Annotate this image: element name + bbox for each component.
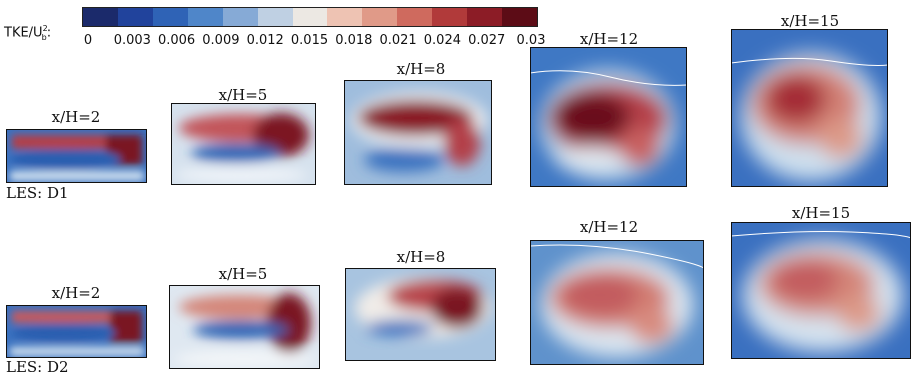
- contour-d2-x15: [731, 222, 911, 359]
- colorbar-tick-label: 0.003: [113, 33, 151, 48]
- colorbar-tick-label: 0: [83, 33, 93, 48]
- colorbar-swatch: [187, 8, 223, 26]
- colorbar-swatch: [83, 8, 118, 26]
- colorbar-tick-label: 0.009: [202, 33, 240, 48]
- colorbar-tick-label: 0.021: [379, 33, 417, 48]
- colorbar-swatch: [362, 8, 398, 26]
- contour-d1-x15: [731, 29, 888, 187]
- colorbar-swatch: [432, 8, 468, 26]
- contour-d2-x2: [6, 305, 147, 358]
- panel-label-d2-x5: x/H=5: [218, 265, 268, 283]
- colorbar-swatch: [292, 8, 328, 26]
- colorbar-swatch: [502, 8, 537, 26]
- panel-label-d2-x8: x/H=8: [396, 248, 446, 266]
- colorbar-swatch: [397, 8, 433, 26]
- panel-label-d1-x2: x/H=2: [51, 108, 101, 126]
- colorbar-tick-label: 0.024: [423, 33, 461, 48]
- colorbar-tick-label: 0.006: [157, 33, 196, 48]
- colorbar-gradient: [82, 7, 538, 27]
- contour-d1-x2: [6, 129, 147, 183]
- panel-label-d1-x5: x/H=5: [218, 86, 268, 104]
- colorbar-swatch: [467, 8, 503, 26]
- contour-d1-x12: [530, 47, 687, 187]
- row-label-d1: LES: D1: [6, 184, 69, 202]
- colorbar-swatch: [152, 8, 188, 26]
- contour-d2-x12: [530, 240, 704, 365]
- panel-label-d2-x12: x/H=12: [579, 218, 639, 236]
- colorbar: TKE/U2b: 0 0.003 0.006 0.009 0.012 0.015 0.018…: [0, 0, 913, 60]
- colorbar-swatch: [327, 8, 363, 26]
- contour-d2-x5: [169, 285, 320, 369]
- panel-label-d1-x12: x/H=12: [579, 30, 639, 48]
- panel-label-d2-x2: x/H=2: [51, 284, 101, 302]
- colorbar-swatch: [117, 8, 153, 26]
- colorbar-tick-label: 0.018: [335, 33, 373, 48]
- panel-label-d1-x8: x/H=8: [396, 60, 446, 78]
- colorbar-tick-label: 0.027: [468, 33, 506, 48]
- colorbar-tick-label: 0.015: [290, 33, 329, 48]
- colorbar-tick-label: 0.012: [246, 33, 284, 48]
- colorbar-title: TKE/U2b:: [4, 24, 52, 42]
- colorbar-swatch: [222, 8, 258, 26]
- panel-label-d2-x15: x/H=15: [791, 204, 851, 222]
- colorbar-swatch: [257, 8, 293, 26]
- colorbar-tick-label: 0.03: [516, 33, 546, 48]
- contour-d2-x8: [345, 268, 496, 361]
- row-label-d2: LES: D2: [6, 358, 69, 376]
- contour-d1-x5: [171, 103, 316, 185]
- contour-d1-x8: [344, 80, 492, 185]
- panel-label-d1-x15: x/H=15: [780, 12, 840, 30]
